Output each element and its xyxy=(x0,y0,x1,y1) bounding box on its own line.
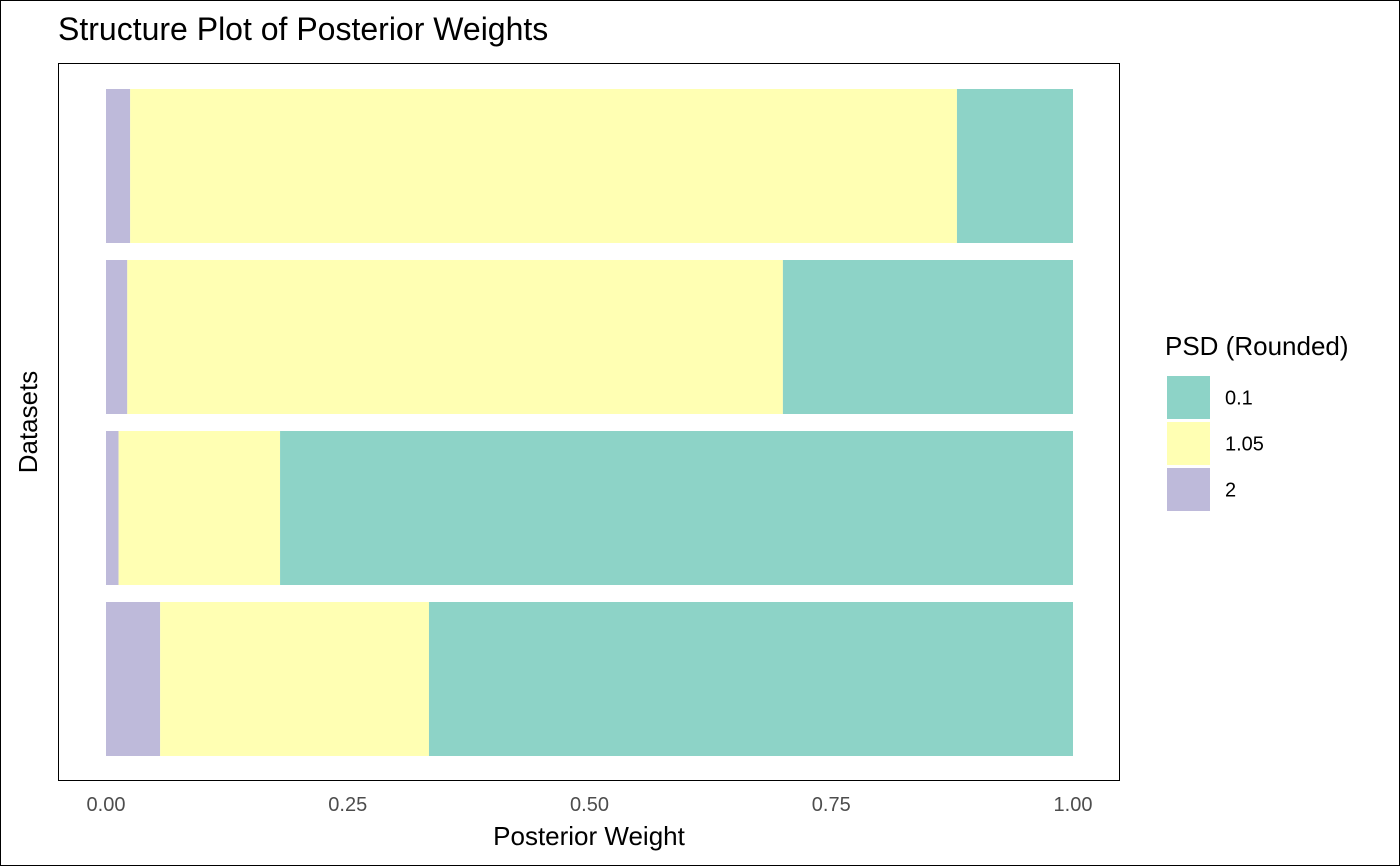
bar-segment-dataset-2-psd-1_05 xyxy=(127,260,783,414)
legend-swatch xyxy=(1167,422,1210,465)
bar-segment-dataset-3-psd-1_05 xyxy=(118,431,281,585)
bar-segment-dataset-2-psd-0_1 xyxy=(782,260,1073,414)
legend-label: 2 xyxy=(1225,480,1236,502)
bar-segment-dataset-2-psd-2 xyxy=(106,260,128,414)
x-axis-ticks: 0.00 0.25 0.50 0.75 1.00 xyxy=(87,794,1093,816)
x-tick-label: 0.25 xyxy=(328,794,367,816)
bar-segment-dataset-1-psd-1_05 xyxy=(130,89,957,243)
x-tick-label: 0.75 xyxy=(812,794,851,816)
x-tick-label: 1.00 xyxy=(1054,794,1093,816)
x-axis-label: Posterior Weight xyxy=(493,821,685,851)
bar-segment-dataset-4-psd-1_05 xyxy=(160,602,429,756)
legend-label: 0.1 xyxy=(1225,388,1253,410)
bar-segment-dataset-1-psd-2 xyxy=(106,89,131,243)
legend-label: 1.05 xyxy=(1225,434,1264,456)
bar-segment-dataset-4-psd-0_1 xyxy=(428,602,1073,756)
bars-group xyxy=(106,89,1073,756)
legend-title: PSD (Rounded) xyxy=(1165,331,1349,361)
bar-segment-dataset-3-psd-0_1 xyxy=(280,431,1073,585)
legend: PSD (Rounded) 0.1 1.05 2 xyxy=(1165,331,1349,511)
legend-swatch xyxy=(1167,376,1210,419)
bar-segment-dataset-3-psd-2 xyxy=(106,431,119,585)
y-axis-label: Datasets xyxy=(13,371,43,474)
x-tick-label: 0.50 xyxy=(570,794,609,816)
bar-segment-dataset-1-psd-0_1 xyxy=(956,89,1073,243)
chart-title: Structure Plot of Posterior Weights xyxy=(58,11,548,47)
legend-swatch xyxy=(1167,468,1210,511)
bar-segment-dataset-4-psd-2 xyxy=(106,602,161,756)
x-tick-label: 0.00 xyxy=(87,794,126,816)
